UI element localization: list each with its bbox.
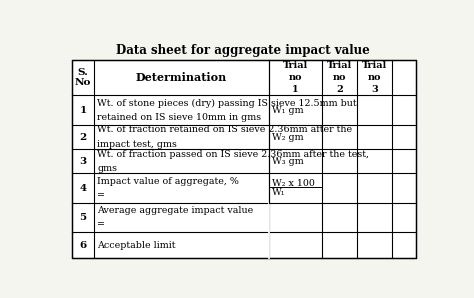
Text: 5: 5 — [80, 213, 87, 222]
Text: Acceptable limit: Acceptable limit — [97, 241, 175, 250]
Text: Trial
no
3: Trial no 3 — [362, 61, 387, 94]
Text: W₁ gm: W₁ gm — [272, 106, 303, 115]
Text: Wt. of stone pieces (dry) passing IS sieve 12.5mm but: Wt. of stone pieces (dry) passing IS sie… — [97, 98, 357, 108]
Text: Wt. of fraction passed on IS sieve 2.36mm after the test,: Wt. of fraction passed on IS sieve 2.36m… — [97, 150, 369, 159]
Text: Trial
no
1: Trial no 1 — [283, 61, 308, 94]
Bar — [72, 60, 416, 258]
Text: Impact value of aggregate, %: Impact value of aggregate, % — [97, 176, 239, 186]
Text: W₁: W₁ — [272, 188, 285, 198]
Text: impact test, gms: impact test, gms — [97, 140, 177, 149]
Text: 6: 6 — [80, 241, 87, 250]
Text: 3: 3 — [80, 157, 87, 166]
Text: retained on IS sieve 10mm in gms: retained on IS sieve 10mm in gms — [97, 113, 261, 122]
Text: W₂ gm: W₂ gm — [272, 133, 303, 142]
Text: W₃ gm: W₃ gm — [272, 157, 303, 166]
Text: S.
No: S. No — [75, 68, 91, 87]
Text: Wt. of fraction retained on IS sieve 2.36mm after the: Wt. of fraction retained on IS sieve 2.3… — [97, 125, 352, 134]
Text: =: = — [97, 221, 105, 229]
Text: =: = — [97, 191, 105, 200]
Text: 1: 1 — [80, 106, 87, 115]
Text: 4: 4 — [80, 184, 87, 193]
Text: W₂ x 100: W₂ x 100 — [272, 179, 314, 188]
Text: gms: gms — [97, 164, 117, 173]
Text: Average aggregate impact value: Average aggregate impact value — [97, 206, 253, 215]
Text: Determination: Determination — [136, 72, 227, 83]
Text: Data sheet for aggregate impact value: Data sheet for aggregate impact value — [116, 44, 370, 57]
Text: Trial
no
2: Trial no 2 — [327, 61, 352, 94]
Text: 2: 2 — [80, 133, 87, 142]
